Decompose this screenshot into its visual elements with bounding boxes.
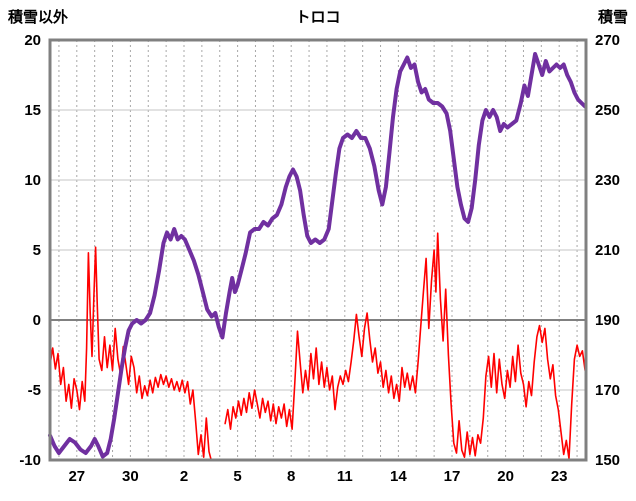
x-axis-tick-label: 2: [180, 468, 188, 485]
x-axis-tick-label: 30: [122, 468, 139, 485]
right-axis-tick-label: 170: [595, 382, 620, 399]
left-axis-tick-label: -10: [19, 452, 41, 469]
left-axis-tick-label: 5: [33, 242, 41, 259]
left-axis-tick-label: 0: [33, 312, 41, 329]
left-axis-tick-label: 15: [24, 102, 41, 119]
chart-title: トロコ: [295, 9, 341, 26]
right-axis-tick-label: 270: [595, 32, 620, 49]
x-axis-tick-label: 11: [337, 468, 353, 485]
right-axis-tick-label: 230: [595, 172, 620, 189]
right-axis-tick-label: 190: [595, 312, 620, 329]
x-axis-tick-label: 27: [68, 468, 85, 485]
x-axis-tick-label: 8: [287, 468, 295, 485]
right-axis-tick-label: 210: [595, 242, 620, 259]
right-axis-title: 積雪: [597, 9, 628, 26]
snow-depth-series-line: [48, 52, 588, 459]
x-axis-tick-label: 5: [233, 468, 241, 485]
x-axis-tick-label: 23: [551, 468, 568, 485]
right-axis-tick-label: 150: [595, 452, 620, 469]
non-snow-series-line: [49, 232, 586, 460]
x-axis-tick-label: 14: [390, 468, 407, 485]
left-axis-tick-label: 10: [24, 172, 41, 189]
x-axis-tick-label: 20: [497, 468, 514, 485]
x-axis-tick-label: 17: [444, 468, 461, 485]
left-axis-tick-label: 20: [24, 32, 41, 49]
left-axis-tick-label: -5: [28, 382, 41, 399]
right-axis-tick-label: 250: [595, 102, 620, 119]
plot-frame: [48, 38, 588, 462]
left-axis-title: 積雪以外: [8, 9, 69, 26]
